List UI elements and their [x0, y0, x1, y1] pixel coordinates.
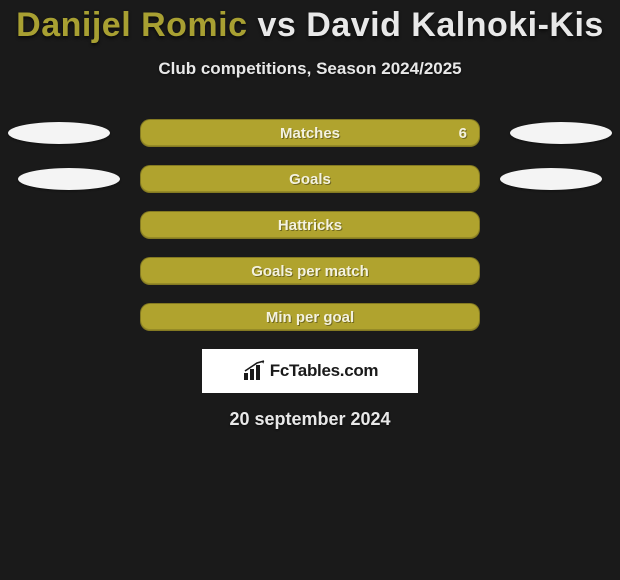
- stat-row-goals: Goals: [0, 165, 620, 193]
- date-label: 20 september 2024: [0, 409, 620, 430]
- stat-value-right: 6: [459, 120, 467, 148]
- player1-name: Danijel Romic: [16, 6, 247, 44]
- brand-card: FcTables.com: [202, 349, 418, 393]
- stat-row-goals-per-match: Goals per match: [0, 257, 620, 285]
- stat-row-matches: Matches 6: [0, 119, 620, 147]
- stat-label: Goals: [141, 166, 479, 194]
- left-value-ellipse: [8, 122, 110, 144]
- stat-bar: Hattricks: [140, 211, 480, 239]
- stat-label: Min per goal: [141, 304, 479, 332]
- brand-text: FcTables.com: [270, 361, 379, 381]
- stat-row-hattricks: Hattricks: [0, 211, 620, 239]
- stat-bar: Matches 6: [140, 119, 480, 147]
- right-value-ellipse: [500, 168, 602, 190]
- subtitle: Club competitions, Season 2024/2025: [0, 59, 620, 79]
- brand-logo: FcTables.com: [242, 360, 379, 382]
- page-title: Danijel Romic vs David Kalnoki-Kis: [0, 0, 620, 45]
- chart-bars-icon: [242, 360, 268, 382]
- stat-row-min-per-goal: Min per goal: [0, 303, 620, 331]
- player2-name: David Kalnoki-Kis: [306, 6, 604, 44]
- stats-container: Matches 6 Goals Hattricks Goals per matc…: [0, 119, 620, 331]
- stat-bar: Min per goal: [140, 303, 480, 331]
- stat-label: Hattricks: [141, 212, 479, 240]
- left-value-ellipse: [18, 168, 120, 190]
- right-value-ellipse: [510, 122, 612, 144]
- stat-label: Matches: [141, 120, 479, 148]
- stat-bar: Goals per match: [140, 257, 480, 285]
- stat-bar: Goals: [140, 165, 480, 193]
- vs-separator: vs: [257, 6, 296, 44]
- stat-label: Goals per match: [141, 258, 479, 286]
